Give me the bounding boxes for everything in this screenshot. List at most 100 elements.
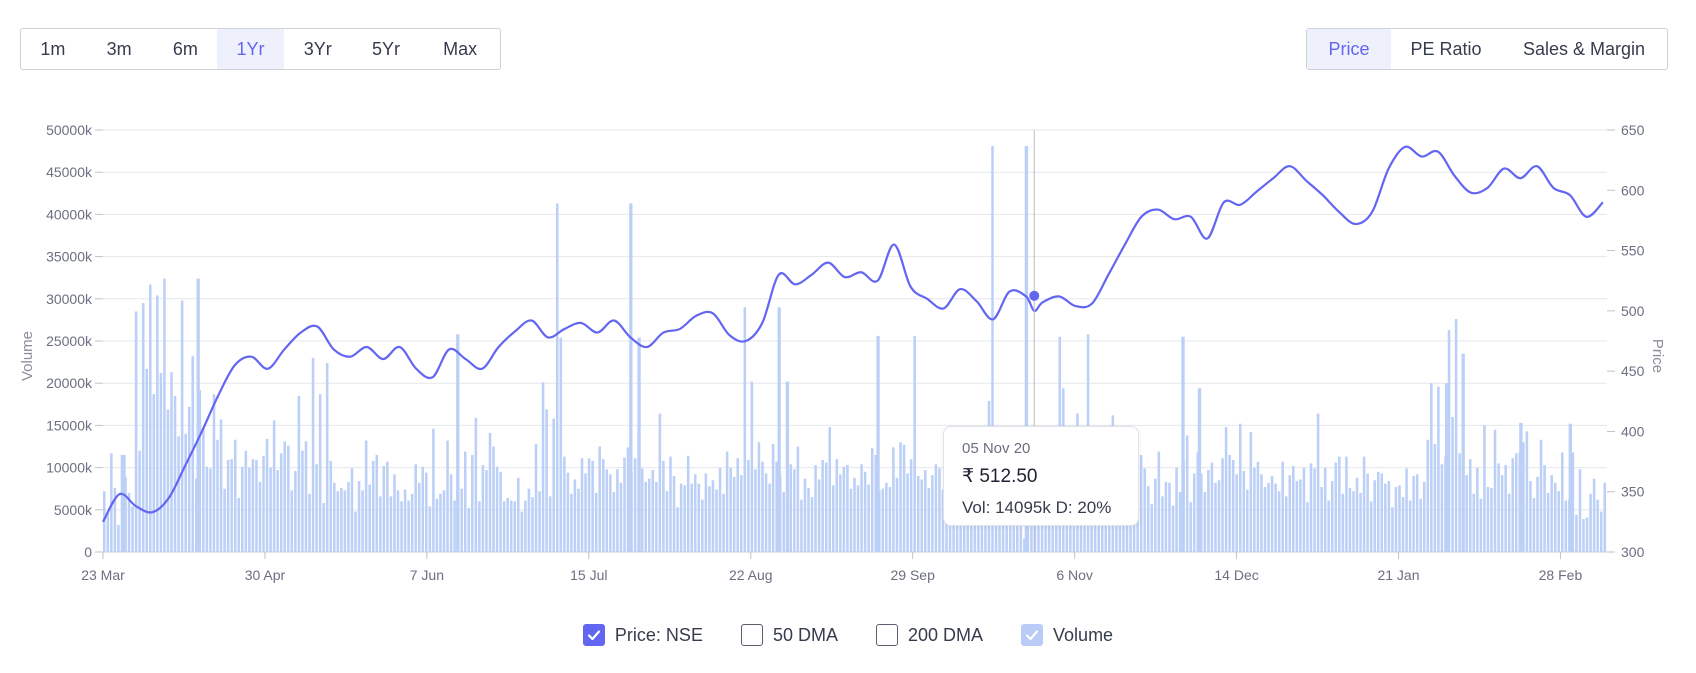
volume-bar bbox=[446, 440, 449, 552]
volume-bar bbox=[166, 409, 170, 552]
range-button-max[interactable]: Max bbox=[443, 38, 478, 59]
range-button-3yr[interactable]: 3Yr bbox=[303, 38, 332, 59]
volume-bar bbox=[230, 459, 233, 552]
volume-bar bbox=[1592, 478, 1596, 552]
volume-bar bbox=[1380, 473, 1384, 552]
volume-bar bbox=[435, 498, 439, 552]
range-button-1yr[interactable]: 1Yr bbox=[217, 29, 284, 69]
volume-bar bbox=[821, 460, 824, 552]
y-left-tick-label: 0 bbox=[84, 544, 92, 560]
y-left-tick-label: 35000k bbox=[46, 249, 93, 265]
volume-bar bbox=[962, 517, 966, 552]
legend-item-50-dma[interactable]: 50 DMA bbox=[740, 624, 838, 646]
volume-bar bbox=[1461, 353, 1465, 552]
volume-bar bbox=[683, 485, 686, 552]
volume-bar bbox=[718, 467, 722, 552]
volume-bar bbox=[870, 448, 874, 552]
volume-bar bbox=[187, 406, 191, 552]
volume-bar bbox=[410, 493, 414, 552]
volume-bar bbox=[223, 488, 226, 552]
legend-checkbox-200-dma[interactable] bbox=[875, 624, 898, 646]
volume-bar bbox=[237, 497, 241, 552]
volume-bar bbox=[1376, 471, 1380, 552]
volume-bar bbox=[1246, 489, 1249, 552]
volume-bar bbox=[1338, 456, 1341, 552]
volume-bar bbox=[1437, 386, 1440, 552]
volume-bar bbox=[1224, 427, 1228, 552]
legend-item-price-nse[interactable]: Price: NSE bbox=[582, 624, 703, 646]
volume-bar bbox=[1599, 511, 1603, 552]
time-range-selector: 1m 3m 6m 1Yr 3Yr 5Yr Max bbox=[20, 28, 501, 70]
volume-bar bbox=[191, 356, 195, 552]
volume-bar bbox=[934, 464, 938, 552]
metric-button-price[interactable]: Price bbox=[1307, 29, 1391, 69]
volume-bar bbox=[241, 466, 244, 552]
volume-bar bbox=[308, 493, 311, 552]
volume-bar bbox=[1493, 429, 1497, 552]
volume-bar bbox=[329, 460, 333, 552]
metric-button-pe-ratio[interactable]: PE Ratio bbox=[1410, 38, 1482, 59]
volume-bar bbox=[538, 491, 541, 552]
volume-bar bbox=[1288, 475, 1292, 552]
volume-bar bbox=[1603, 482, 1607, 552]
legend-checkbox-volume[interactable] bbox=[1021, 624, 1044, 646]
volume-bar bbox=[524, 500, 527, 552]
volume-bar bbox=[120, 454, 124, 552]
volume-bar bbox=[1214, 482, 1217, 552]
volume-bar bbox=[729, 467, 732, 552]
volume-bar bbox=[1302, 467, 1306, 552]
legend-checkbox-50-dma[interactable] bbox=[740, 624, 763, 646]
range-button-3m[interactable]: 3m bbox=[106, 38, 132, 59]
volume-bar bbox=[757, 442, 761, 552]
range-button-6m[interactable]: 6m bbox=[172, 38, 198, 59]
volume-bar bbox=[368, 484, 371, 552]
volume-bar bbox=[1568, 423, 1572, 552]
volume-bar bbox=[1178, 492, 1182, 552]
volume-bar bbox=[580, 458, 584, 552]
volume-bar bbox=[793, 469, 796, 552]
volume-bar bbox=[1189, 502, 1192, 552]
volume-bar bbox=[895, 477, 899, 552]
volume-bar bbox=[1391, 507, 1394, 552]
volume-bar bbox=[1532, 497, 1536, 552]
volume-bar bbox=[1497, 463, 1500, 552]
volume-bar bbox=[311, 357, 315, 552]
volume-bar bbox=[1196, 452, 1200, 552]
x-tick-label: 22 Aug bbox=[729, 567, 773, 583]
volume-bar bbox=[1316, 413, 1320, 552]
volume-bar bbox=[1256, 461, 1260, 552]
x-tick-label: 28 Feb bbox=[1539, 567, 1583, 583]
volume-bar bbox=[782, 492, 786, 552]
volume-bar bbox=[407, 500, 410, 552]
volume-bar bbox=[867, 484, 870, 552]
volume-bar bbox=[570, 493, 573, 552]
volume-bar bbox=[662, 460, 665, 552]
chart-tooltip: 05 Nov 20 ₹ 512.50 Vol: 14095k D: 20% bbox=[943, 426, 1139, 526]
volume-bar bbox=[856, 485, 860, 552]
volume-bar bbox=[637, 337, 641, 552]
volume-bar bbox=[761, 461, 764, 552]
volume-bar bbox=[651, 470, 655, 552]
legend-item-200-dma[interactable]: 200 DMA bbox=[875, 624, 984, 646]
range-button-1m[interactable]: 1m bbox=[40, 38, 66, 59]
volume-bar bbox=[775, 461, 778, 552]
volume-bar bbox=[1525, 431, 1529, 552]
volume-bar bbox=[294, 470, 297, 552]
volume-bar bbox=[212, 394, 216, 552]
legend-checkbox-price-nse[interactable] bbox=[582, 624, 605, 646]
volume-bar bbox=[283, 441, 287, 552]
x-tick-label: 7 Jun bbox=[410, 567, 444, 583]
volume-bar bbox=[1433, 443, 1437, 552]
volume-bar bbox=[1500, 475, 1504, 552]
volume-bar bbox=[1171, 505, 1175, 552]
volume-bar bbox=[442, 490, 446, 552]
volume-bar bbox=[495, 466, 499, 552]
range-button-5yr[interactable]: 5Yr bbox=[371, 38, 400, 59]
volume-bar bbox=[927, 487, 931, 552]
legend-item-volume[interactable]: Volume bbox=[1021, 624, 1113, 646]
volume-bar bbox=[1539, 439, 1543, 552]
legend-label: 200 DMA bbox=[907, 624, 984, 645]
metric-button-sales-margin[interactable]: Sales & Margin bbox=[1522, 38, 1646, 59]
volume-bar bbox=[1412, 476, 1415, 552]
volume-bar bbox=[909, 459, 913, 552]
